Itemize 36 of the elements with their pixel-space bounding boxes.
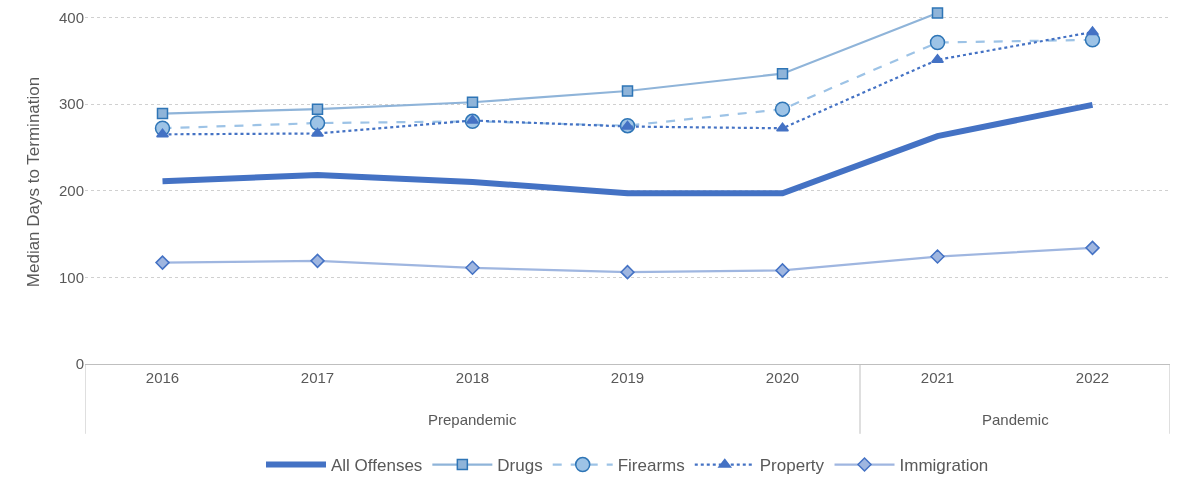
text: Prepandemic [428, 411, 517, 428]
x-tick-label: 2017 [300, 369, 335, 386]
point [775, 263, 790, 278]
y-tick-label: 100 [58, 268, 84, 286]
point [1085, 240, 1100, 256]
point [309, 115, 326, 131]
point [774, 101, 791, 117]
legend-label: Property [759, 456, 825, 476]
point [620, 264, 635, 280]
point [311, 103, 324, 115]
y-tick-label: 300 [58, 95, 84, 113]
x-tick-label: 2019 [610, 369, 645, 386]
point [776, 67, 789, 80]
point [931, 7, 944, 19]
y-tick-label: 200 [58, 181, 84, 199]
x-tick-label: 2018 [455, 369, 490, 386]
point [621, 85, 634, 97]
point [930, 249, 945, 264]
text: Pandemic [982, 411, 1050, 428]
y-tick-label: 0 [75, 355, 84, 373]
point [156, 107, 169, 120]
legend-label: Immigration [899, 456, 989, 476]
y-axis-title: Median Days to Termination [23, 76, 43, 288]
point [466, 96, 479, 109]
x-tick-label: 2020 [765, 369, 800, 386]
x-tick-label: 2016 [145, 369, 180, 386]
point [465, 260, 480, 276]
x-tick-label: 2022 [1075, 369, 1110, 386]
point [929, 34, 946, 51]
y-tick-label: 400 [58, 8, 84, 26]
legend-label: Firearms [617, 456, 685, 476]
legend-label: All Offenses [331, 456, 423, 476]
point [155, 255, 170, 270]
legend-label: Drugs [497, 456, 543, 476]
x-tick-label: 2021 [920, 369, 955, 386]
point [310, 253, 325, 269]
